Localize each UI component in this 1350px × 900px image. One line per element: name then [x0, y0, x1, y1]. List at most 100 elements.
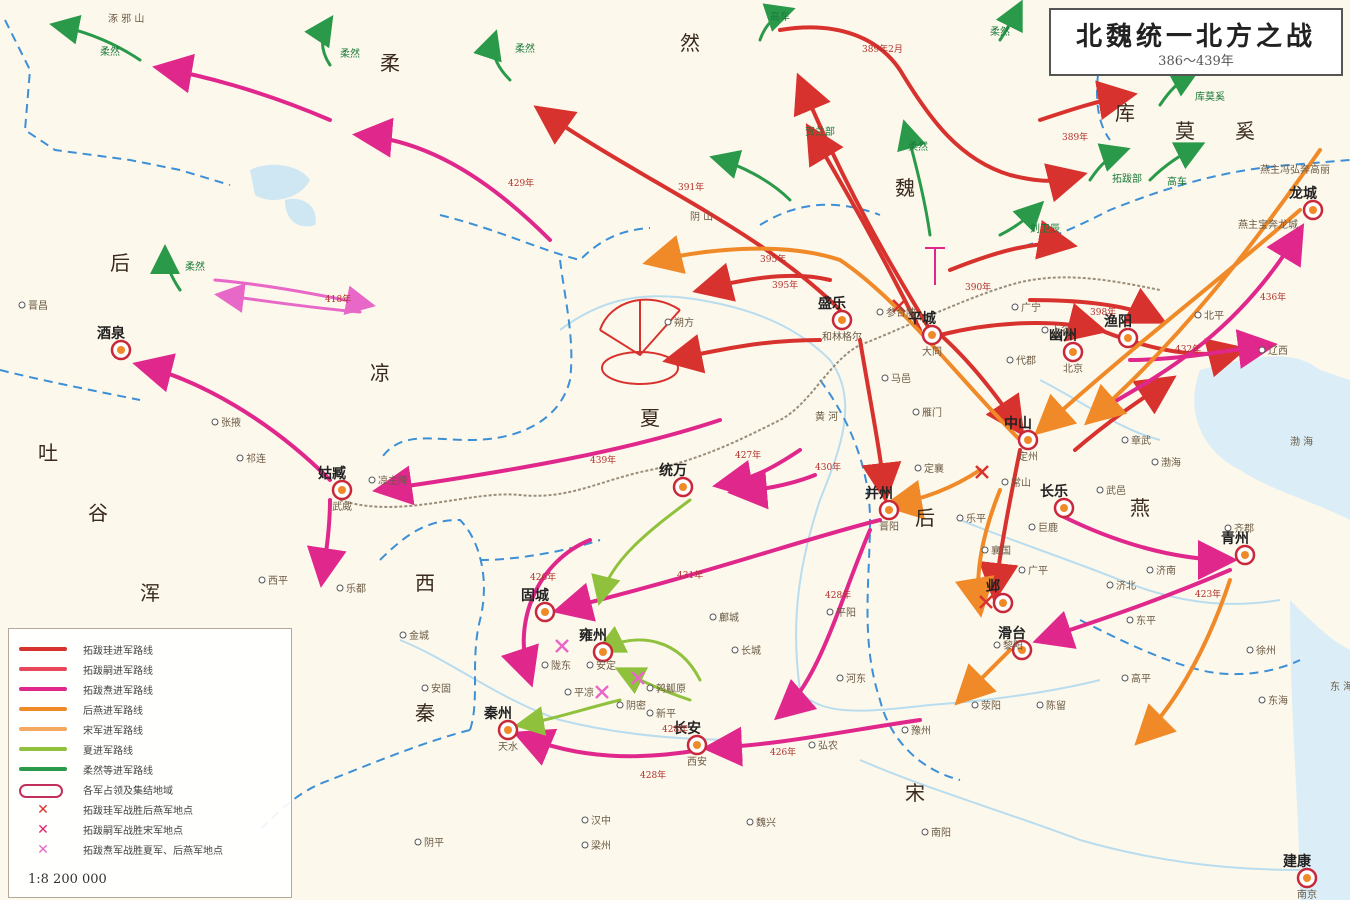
city-marker: 梁州: [581, 839, 611, 852]
year-label: 389年: [1062, 131, 1088, 143]
city-dot: [581, 841, 589, 849]
city-name: 济南: [1156, 564, 1176, 577]
city-marker: 广平: [1018, 565, 1048, 577]
city-name: 雍州: [579, 627, 607, 644]
city-marker: 凉主降: [368, 474, 408, 487]
city-modern-name: 西安: [687, 755, 707, 768]
city-name: 黎阳: [1003, 639, 1023, 652]
city-dot: [808, 741, 816, 749]
capital-dot: [838, 316, 846, 324]
tribe-label: 柔然: [990, 25, 1010, 38]
year-label: 431年: [677, 569, 703, 581]
feature-label: 燕主冯弘奔高丽: [1260, 163, 1330, 176]
year-label: 391年: [678, 181, 704, 193]
capital-dot: [1124, 334, 1132, 342]
city-name: 广平: [1028, 565, 1048, 577]
city-name: 徐州: [1256, 644, 1276, 657]
route-swatch: [19, 727, 67, 731]
city-marker: 东平: [1126, 614, 1156, 627]
city-name: 巨鹿: [1038, 521, 1058, 534]
region-label: 后: [110, 251, 130, 275]
lightgreen-arrows: [514, 498, 702, 736]
city-name: 晋昌: [28, 300, 48, 312]
city-dot: [881, 374, 889, 382]
city-marker: 济南: [1146, 564, 1176, 577]
year-label: 439年: [590, 454, 616, 466]
city-name: 南阳: [931, 826, 951, 839]
city-name: 凉主降: [378, 474, 408, 487]
year-label: 430年: [815, 461, 841, 473]
city-name: 新平: [656, 707, 676, 720]
city-name: 滑台: [998, 625, 1026, 642]
orange-arrows: [642, 148, 1322, 746]
legend-label: 拓跋珪进军路线: [83, 646, 153, 657]
city-marker: 渔阳: [1104, 313, 1139, 349]
city-dot: [1121, 436, 1129, 444]
city-marker: 常山: [1001, 476, 1031, 489]
year-label: 426年: [770, 746, 796, 758]
city-marker: 荥阳: [971, 699, 1001, 712]
city-marker: 弘农: [808, 739, 838, 752]
city-name: 邺: [986, 578, 1000, 595]
city-name: 长乐: [1040, 483, 1068, 500]
city-dot: [1151, 458, 1159, 466]
cross-symbol: ✕: [37, 802, 49, 818]
city-marker: 安固: [421, 682, 451, 695]
city-name: 西平: [268, 576, 288, 587]
city-dot: [971, 701, 979, 709]
city-marker: 安定: [586, 659, 616, 672]
city-marker: 魏兴: [746, 816, 776, 829]
pink-arrows: [213, 278, 376, 316]
city-name: 武邑: [1106, 484, 1126, 497]
city-dot: [956, 514, 964, 522]
city-marker: 长乐: [1040, 483, 1075, 519]
city-modern-name: 晋阳: [879, 521, 899, 533]
city-dot: [1096, 486, 1104, 494]
year-label: 423年: [1195, 588, 1221, 600]
cross-canhebei: [892, 299, 906, 313]
city-name: 安固: [431, 682, 451, 695]
legend-label: 宋军进军路线: [83, 726, 143, 737]
city-dot: [1146, 566, 1154, 574]
city-name: 平凉: [574, 686, 594, 699]
city-marker: 金城: [399, 629, 429, 642]
city-name: 东平: [1136, 614, 1156, 627]
year-label: 427年: [735, 449, 761, 461]
year-label: 395年: [760, 253, 786, 265]
capital-dot: [1309, 206, 1317, 214]
year-label: 429年: [508, 177, 534, 189]
region-label: 库: [1115, 101, 1135, 125]
city-dot: [18, 301, 26, 309]
city-name: 姑臧: [318, 465, 346, 482]
city-name: 龙城: [1288, 185, 1317, 202]
city-name: 雁门: [922, 406, 942, 419]
capital-dot: [504, 726, 512, 734]
year-label: 390年: [965, 281, 991, 293]
city-name: 安定: [596, 659, 616, 672]
capital-dot: [885, 506, 893, 514]
year-label: 395年: [772, 279, 798, 291]
route-swatch: [19, 767, 67, 771]
great-wall: [339, 276, 1161, 508]
city-name: 广宁: [1021, 301, 1041, 314]
city-modern-name: 大同: [922, 345, 942, 358]
city-dot: [414, 838, 422, 846]
city-marker: 广宁: [1011, 301, 1041, 314]
bohai-sea: [1194, 356, 1350, 520]
city-marker: 固城: [521, 587, 556, 623]
city-name: 金城: [409, 629, 429, 642]
city-dot: [826, 608, 834, 616]
capital-dot: [541, 608, 549, 616]
city-dot: [1106, 581, 1114, 589]
city-name: 张掖: [221, 416, 241, 429]
battle-crosses: [555, 299, 993, 699]
city-name: 长城: [741, 645, 761, 657]
city-marker: 平阳: [826, 607, 856, 619]
city-modern-name: 南京: [1297, 888, 1317, 900]
year-label: 436年: [1260, 291, 1286, 303]
city-name: 辽西: [1268, 345, 1288, 357]
capital-dot: [338, 486, 346, 494]
legend-label: 各军占领及集结地域: [83, 786, 173, 797]
